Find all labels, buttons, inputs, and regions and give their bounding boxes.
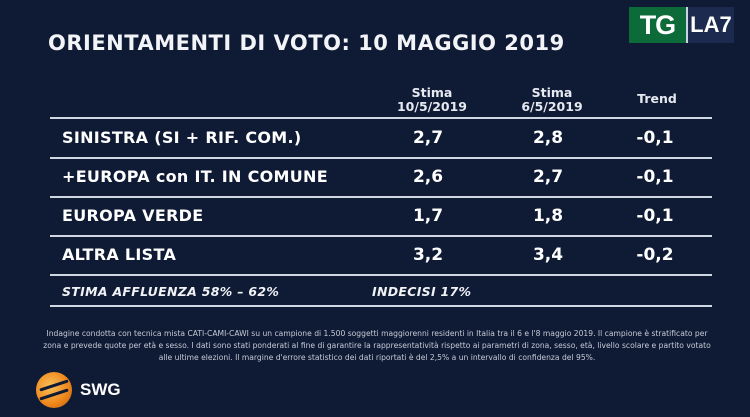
tg-logo-text: TG: [629, 7, 686, 43]
previous-value: 1,8: [532, 206, 564, 226]
column-header-previous-line1: Stima: [531, 85, 573, 100]
trend-value: -0,1: [636, 206, 674, 226]
table-row: ALTRA LISTA 3,2 3,4 -0,2: [0, 241, 750, 271]
trend-value: -0,1: [636, 128, 674, 148]
current-value: 2,6: [412, 167, 444, 187]
column-header-previous-line2: 6/5/2019: [521, 99, 583, 114]
methodology-note: Indagine condotta con tecnica mista CATI…: [43, 329, 711, 362]
column-header-previous: Stima 6/5/2019: [512, 86, 592, 114]
party-label: ALTRA LISTA: [62, 245, 177, 264]
undecided-estimate: INDECISI 17%: [372, 284, 472, 299]
column-header-current-line2: 10/5/2019: [396, 99, 467, 114]
party-label: +EUROPA con IT. IN COMUNE: [62, 167, 328, 186]
la7-logo-text: LA7: [685, 7, 734, 43]
table-row: +EUROPA con IT. IN COMUNE 2,6 2,7 -0,1: [0, 163, 750, 193]
current-value: 1,7: [412, 206, 444, 226]
previous-value: 3,4: [532, 245, 564, 265]
row-divider: [50, 196, 712, 198]
trend-value: -0,1: [636, 167, 674, 187]
table-header-divider: [50, 117, 712, 119]
swg-brand-text: SWG: [80, 380, 121, 399]
previous-value: 2,7: [532, 167, 564, 187]
row-divider: [50, 235, 712, 237]
column-header-current-line1: Stima: [411, 85, 453, 100]
column-header-current: Stima 10/5/2019: [392, 86, 472, 114]
party-label: SINISTRA (SI + RIF. COM.): [62, 128, 302, 147]
row-divider: [50, 157, 712, 159]
current-value: 2,7: [412, 128, 444, 148]
swg-globe-icon: [36, 372, 72, 408]
page-title: ORIENTAMENTI DI VOTO: 10 MAGGIO 2019: [48, 31, 565, 55]
table-row: SINISTRA (SI + RIF. COM.) 2,7 2,8 -0,1: [0, 124, 750, 154]
tg-la7-logo: TG LA7: [629, 7, 734, 43]
party-label: EUROPA VERDE: [62, 206, 204, 225]
turnout-estimate: STIMA AFFLUENZA 58% – 62%: [62, 284, 280, 299]
footer-divider: [50, 305, 712, 307]
trend-value: -0,2: [636, 245, 674, 265]
column-header-trend: Trend: [637, 91, 677, 106]
previous-value: 2,8: [532, 128, 564, 148]
swg-brand: SWG: [36, 372, 121, 408]
table-row: EUROPA VERDE 1,7 1,8 -0,1: [0, 202, 750, 232]
row-divider: [50, 274, 712, 276]
current-value: 3,2: [412, 245, 444, 265]
